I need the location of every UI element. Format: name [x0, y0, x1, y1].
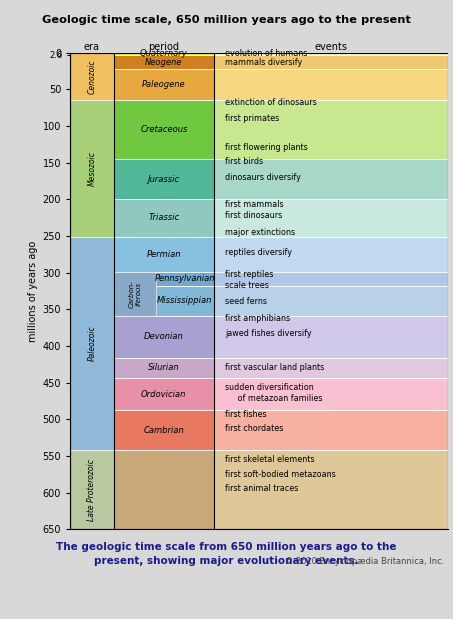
Text: Carbon-
iferous: Carbon- iferous: [128, 280, 141, 308]
Bar: [70, 100, 114, 236]
Bar: [70, 41, 448, 53]
Text: © 2010 Encyclopædia Britannica, Inc.: © 2010 Encyclopædia Britannica, Inc.: [284, 557, 444, 566]
Text: Triassic: Triassic: [148, 214, 179, 222]
Text: Mississippian: Mississippian: [157, 297, 212, 305]
Text: events: events: [315, 41, 348, 52]
Text: Mesozoic: Mesozoic: [87, 151, 96, 186]
Text: Silurian: Silurian: [148, 363, 180, 373]
Text: seed ferns: seed ferns: [225, 297, 267, 306]
Bar: [214, 53, 448, 54]
Text: scale trees: scale trees: [225, 281, 269, 290]
Text: Permian: Permian: [147, 249, 181, 259]
Text: first skeletal elements: first skeletal elements: [225, 455, 315, 464]
Bar: [114, 286, 214, 316]
Bar: [114, 272, 156, 316]
Text: first reptiles: first reptiles: [225, 271, 274, 279]
Bar: [114, 199, 214, 236]
Bar: [114, 316, 214, 358]
Text: Cambrian: Cambrian: [144, 426, 184, 435]
Text: Devonian: Devonian: [144, 332, 184, 341]
Bar: [114, 358, 214, 378]
Text: sudden diversification: sudden diversification: [225, 383, 314, 392]
Text: first amphibians: first amphibians: [225, 314, 290, 323]
Text: Late Proterozoic: Late Proterozoic: [87, 459, 96, 521]
Text: Paleozoic: Paleozoic: [87, 326, 96, 361]
Text: first animal traces: first animal traces: [225, 485, 299, 493]
Text: Jurassic: Jurassic: [148, 175, 180, 184]
Text: The geologic time scale from 650 million years ago to the
present, showing major: The geologic time scale from 650 million…: [56, 542, 397, 566]
Bar: [114, 450, 214, 529]
Text: mammals diversify: mammals diversify: [225, 58, 303, 66]
Bar: [114, 410, 214, 450]
Text: Ordovician: Ordovician: [141, 390, 187, 399]
Bar: [214, 378, 448, 410]
Text: Pennsylvanian: Pennsylvanian: [154, 274, 215, 284]
Text: of metazoan families: of metazoan families: [225, 394, 323, 403]
Text: first birds: first birds: [225, 157, 264, 166]
Text: extinction of dinosaurs: extinction of dinosaurs: [225, 98, 317, 107]
Text: first flowering plants: first flowering plants: [225, 144, 308, 152]
Bar: [214, 316, 448, 358]
Bar: [114, 53, 214, 54]
Bar: [214, 100, 448, 159]
Text: first chordates: first chordates: [225, 423, 284, 433]
Bar: [114, 272, 214, 286]
Text: era: era: [84, 41, 100, 52]
Text: first fishes: first fishes: [225, 410, 267, 418]
Text: Neogene: Neogene: [145, 58, 183, 66]
Text: first dinosaurs: first dinosaurs: [225, 211, 283, 220]
Bar: [214, 358, 448, 378]
Bar: [114, 69, 214, 100]
Bar: [214, 159, 448, 199]
Bar: [214, 450, 448, 529]
Bar: [114, 378, 214, 410]
Y-axis label: millions of years ago: millions of years ago: [29, 240, 39, 342]
Bar: [214, 272, 448, 286]
Text: first vascular land plants: first vascular land plants: [225, 363, 324, 373]
Bar: [114, 159, 214, 199]
Text: Quaternary: Quaternary: [140, 49, 188, 58]
Bar: [214, 69, 448, 100]
Bar: [70, 236, 114, 450]
Text: Geologic time scale, 650 million years ago to the present: Geologic time scale, 650 million years a…: [42, 15, 411, 25]
Text: major extinctions: major extinctions: [225, 228, 295, 237]
Text: first primates: first primates: [225, 114, 280, 123]
Bar: [114, 54, 214, 69]
Text: Cretaceous: Cretaceous: [140, 125, 188, 134]
Text: evolution of humans: evolution of humans: [225, 49, 308, 58]
Text: Cenozoic: Cenozoic: [87, 59, 96, 93]
Text: first mammals: first mammals: [225, 200, 284, 209]
Text: Paleogene: Paleogene: [142, 80, 186, 89]
Bar: [214, 199, 448, 236]
Bar: [114, 236, 214, 272]
Text: period: period: [148, 41, 179, 52]
Text: first soft-bodied metazoans: first soft-bodied metazoans: [225, 470, 336, 478]
Bar: [214, 410, 448, 450]
Bar: [70, 53, 114, 100]
Bar: [114, 100, 214, 159]
Bar: [70, 450, 114, 529]
Text: jawed fishes diversify: jawed fishes diversify: [225, 329, 312, 338]
Bar: [214, 236, 448, 272]
Bar: [214, 54, 448, 69]
Text: reptiles diversify: reptiles diversify: [225, 248, 292, 256]
Text: dinosaurs diversify: dinosaurs diversify: [225, 173, 301, 182]
Bar: [214, 286, 448, 316]
